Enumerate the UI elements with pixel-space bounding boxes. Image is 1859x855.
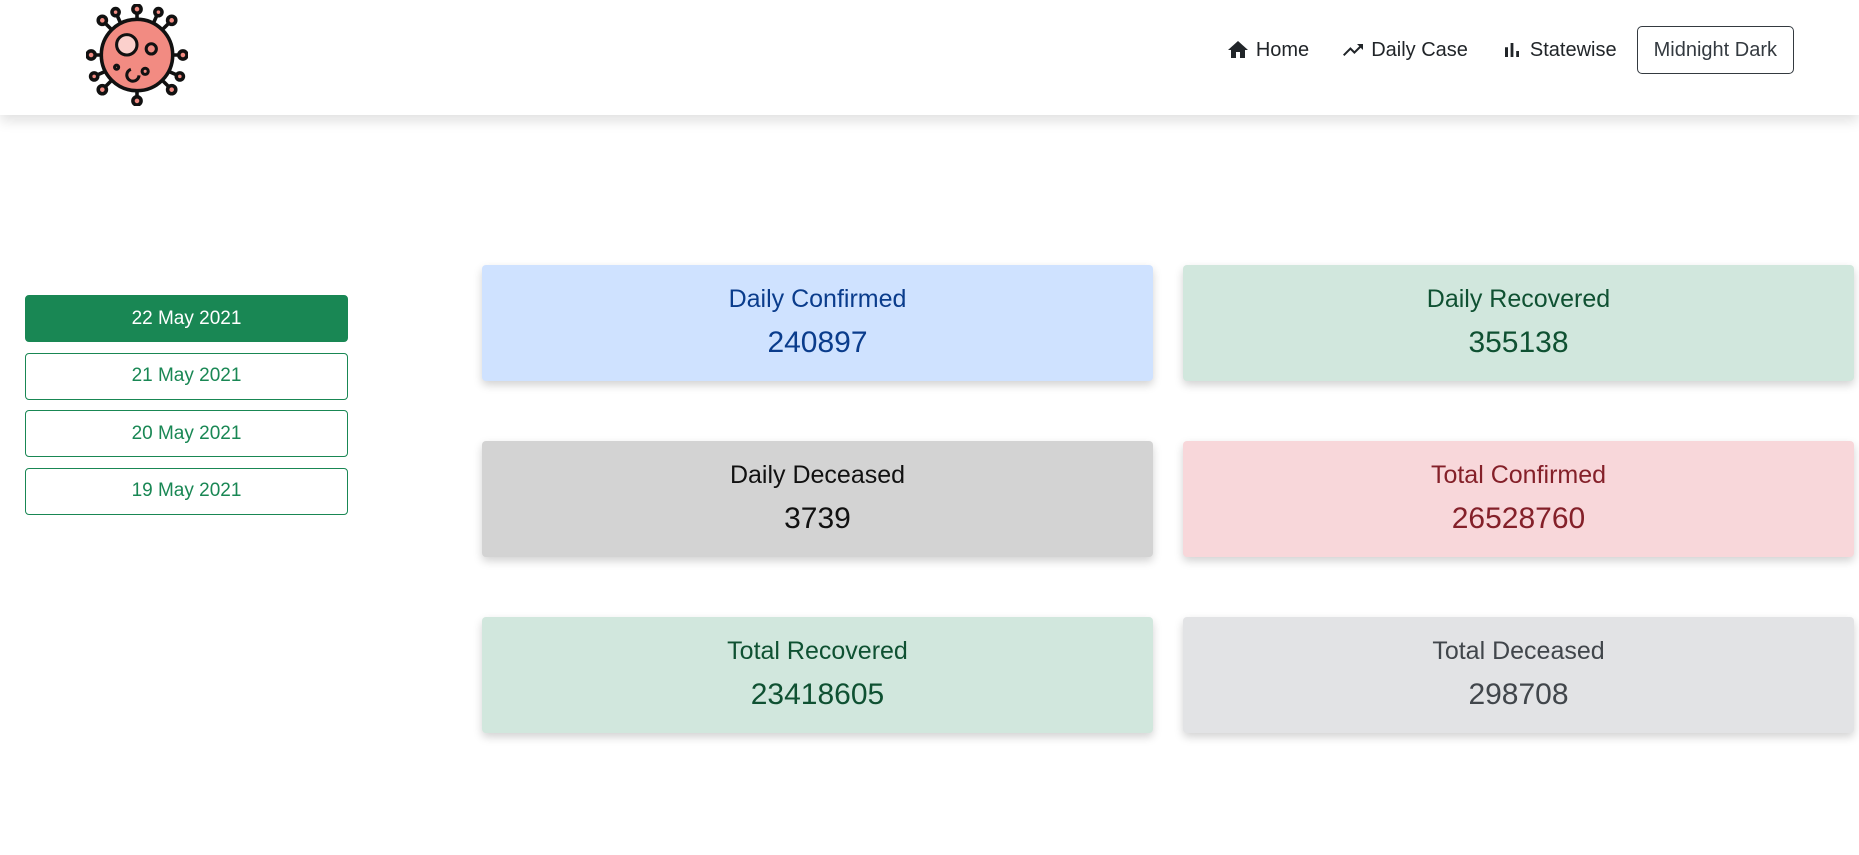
date-list: 22 May 2021 21 May 2021 20 May 2021 19 M… (25, 295, 348, 525)
daily-deceased-title: Daily Deceased (729, 461, 906, 489)
date-button-22-may-2021[interactable]: 22 May 2021 (25, 295, 348, 342)
total-recovered-title: Total Recovered (727, 637, 908, 665)
trending-up-icon (1343, 44, 1364, 56)
total-confirmed-value: 26528760 (1451, 502, 1586, 535)
total-confirmed-card: Total Confirmed 26528760 (1183, 441, 1854, 557)
daily-confirmed-title: Daily Confirmed (728, 285, 907, 313)
total-confirmed-title: Total Confirmed (1430, 461, 1607, 489)
bar-chart-icon (1504, 43, 1519, 57)
total-recovered-value: 23418605 (750, 678, 885, 711)
daily-recovered-card: Daily Recovered 355138 (1183, 265, 1854, 381)
total-deceased-title: Total Deceased (1432, 637, 1605, 665)
nav-statewise-label: Statewise (1529, 38, 1617, 61)
navbar: Home Daily Case Statewise Midnight Dark (0, 0, 1859, 115)
daily-confirmed-value: 240897 (767, 326, 868, 359)
virus-icon[interactable] (86, 4, 188, 106)
nav-daily-case-link[interactable]: Daily Case (1341, 38, 1468, 62)
nav-daily-case-label: Daily Case (1371, 38, 1468, 61)
daily-recovered-title: Daily Recovered (1426, 285, 1611, 313)
nav-home-link[interactable]: Home (1226, 38, 1309, 62)
date-button-21-may-2021[interactable]: 21 May 2021 (25, 352, 348, 400)
nav-home-label: Home (1255, 38, 1310, 61)
daily-deceased-card: Daily Deceased 3739 (482, 441, 1153, 557)
date-button-20-may-2021[interactable]: 20 May 2021 (25, 410, 348, 457)
theme-toggle-button[interactable]: Midnight Dark (1636, 26, 1794, 74)
total-deceased-value: 298708 (1468, 678, 1569, 711)
home-icon (1227, 41, 1248, 58)
daily-deceased-value: 3739 (784, 502, 851, 535)
nav-statewise-link[interactable]: Statewise (1500, 38, 1617, 62)
total-recovered-card: Total Recovered 23418605 (482, 617, 1153, 733)
total-deceased-card: Total Deceased 298708 (1183, 617, 1854, 733)
daily-recovered-value: 355138 (1468, 326, 1569, 359)
daily-confirmed-card: Daily Confirmed 240897 (482, 265, 1153, 381)
date-button-19-may-2021[interactable]: 19 May 2021 (25, 467, 348, 515)
nav-links: Home Daily Case Statewise Midnight Dark (1226, 26, 1794, 74)
